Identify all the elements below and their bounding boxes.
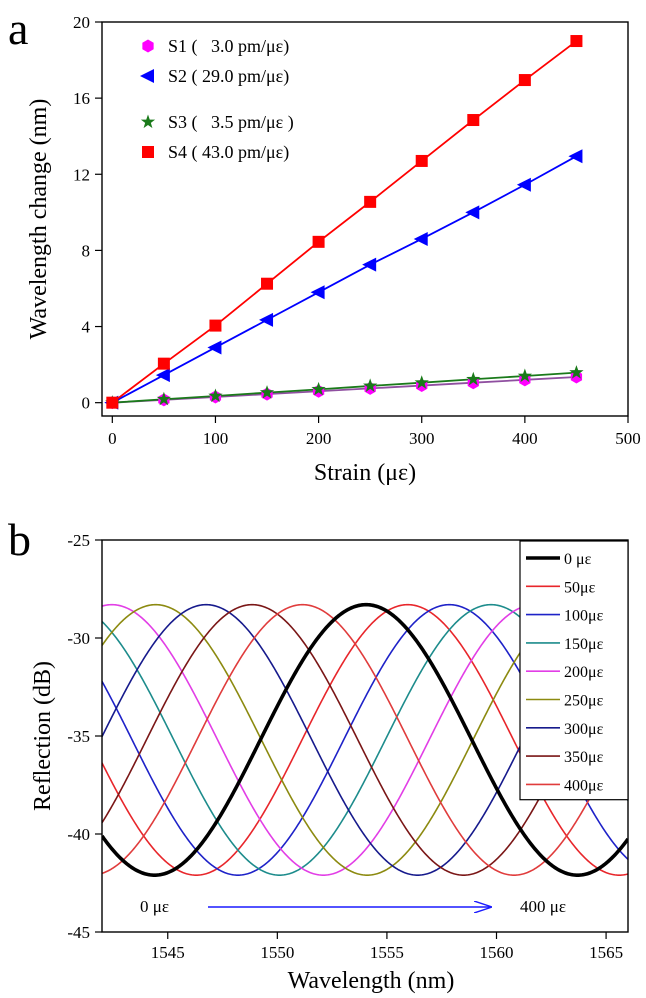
- y-tick-label: 12: [73, 165, 90, 184]
- x-tick-label: 300: [409, 429, 435, 448]
- data-point-s4: [261, 278, 273, 290]
- data-point-s4: [364, 196, 376, 208]
- legend-label-s3: S3 ( 3.5 pm/με ): [168, 112, 294, 133]
- data-point-s4: [313, 236, 325, 248]
- data-point-s4: [158, 358, 170, 370]
- series-line-s2: [112, 156, 576, 402]
- data-point-s4: [416, 155, 428, 167]
- legend-marker-s1: [142, 40, 153, 53]
- legend-label-6: 300με: [564, 721, 604, 738]
- x-tick-label: 0: [108, 429, 117, 448]
- data-point-s4: [570, 35, 582, 47]
- panel-b-y-axis-label: Reflection (dB): [30, 661, 56, 811]
- legend-marker-s3: [141, 115, 155, 129]
- panel-a: a 0 100 200 300 400 500 0 4 8 12 16 20 Strain (με)…: [8, 3, 641, 486]
- y-tick-label: -35: [67, 727, 90, 746]
- annotation-end-label: 400 με: [520, 897, 566, 916]
- data-point-s2: [465, 205, 479, 219]
- panel-a-x-axis-label: Strain (με): [314, 460, 416, 486]
- legend-label-8: 400με: [564, 777, 604, 794]
- y-tick-label: 8: [82, 241, 91, 260]
- y-tick-label: 4: [82, 318, 91, 337]
- panel-a-label: a: [8, 3, 28, 54]
- y-tick-label: -25: [67, 531, 90, 550]
- x-tick-label: 1555: [370, 943, 404, 962]
- legend-label-s4: S4 ( 43.0 pm/με): [168, 142, 289, 163]
- data-point-s4: [209, 320, 221, 332]
- legend-label-1: 50με: [564, 579, 596, 596]
- legend-label-2: 100με: [564, 608, 604, 625]
- panel-b-strain-arrow-annotation: 0 με 400 με: [140, 897, 566, 916]
- panel-a-legend: S1 ( 3.0 pm/με) S2 ( 29.0 pm/με) S3 ( 3.5 …: [140, 36, 294, 163]
- x-tick-label: 1560: [480, 943, 514, 962]
- legend-label-5: 250με: [564, 693, 604, 710]
- data-point-s2: [311, 285, 325, 299]
- data-point-s2: [207, 340, 221, 354]
- data-point-s2: [156, 368, 170, 382]
- legend-marker-s2: [140, 69, 154, 83]
- legend-label-3: 150με: [564, 636, 604, 653]
- legend-label-7: 350με: [564, 749, 604, 766]
- data-point-s2: [414, 232, 428, 246]
- x-tick-label: 200: [306, 429, 332, 448]
- y-tick-label: -40: [67, 825, 90, 844]
- x-tick-label: 100: [203, 429, 229, 448]
- x-tick-label: 400: [512, 429, 538, 448]
- x-tick-label: 1550: [260, 943, 294, 962]
- legend-label-0: 0 με: [564, 551, 592, 568]
- panel-b-legend: 0 με 50με 100με 150με 200με 250με 300με 350με 40…: [520, 541, 628, 800]
- data-point-s4: [519, 74, 531, 86]
- panel-b-label: b: [8, 514, 31, 565]
- y-tick-label: -45: [67, 923, 90, 942]
- data-point-s2: [362, 258, 376, 272]
- legend-label-s2: S2 ( 29.0 pm/με): [168, 66, 289, 87]
- y-tick-label: 20: [73, 13, 90, 32]
- data-point-s4: [467, 114, 479, 126]
- series-line-s4: [112, 41, 576, 403]
- panel-b-x-axis-label: Wavelength (nm): [288, 968, 455, 994]
- y-tick-label: -30: [67, 629, 90, 648]
- legend-label-4: 200με: [564, 664, 604, 681]
- x-tick-label: 500: [615, 429, 641, 448]
- y-tick-label: 16: [73, 89, 90, 108]
- y-tick-label: 0: [82, 394, 91, 413]
- data-point-s4: [106, 397, 118, 409]
- annotation-start-label: 0 με: [140, 897, 169, 916]
- legend-marker-s4: [142, 146, 154, 158]
- panel-a-y-axis-label: Wavelength change (nm): [26, 99, 52, 340]
- x-tick-label: 1565: [589, 943, 623, 962]
- data-point-s2: [568, 149, 582, 163]
- data-point-s2: [517, 178, 531, 192]
- panel-b: b 1545 1550 1555 1560 1565 -25 -30 -35 -40 -45 W…: [8, 514, 628, 994]
- data-point-s2: [259, 313, 273, 327]
- legend-label-s1: S1 ( 3.0 pm/με): [168, 36, 289, 57]
- x-tick-label: 1545: [151, 943, 185, 962]
- series-line-s3: [112, 373, 576, 403]
